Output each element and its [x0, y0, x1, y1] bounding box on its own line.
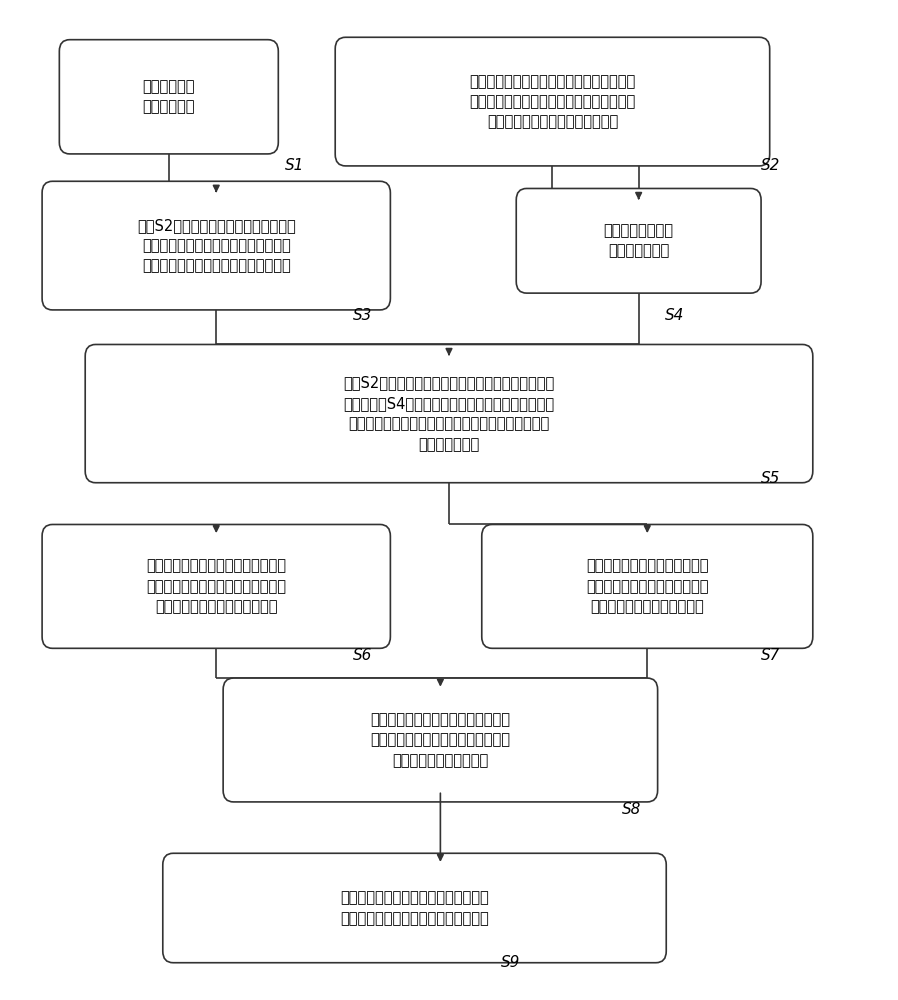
- Text: 计算装置计算焖井期间顶底层总散失热量，
根据所述焖井期间顶底层总散失热量计算顶
底层散失热量造成的温度下降速率: 计算装置计算焖井期间顶底层总散失热量， 根据所述焖井期间顶底层总散失热量计算顶 …: [470, 74, 636, 129]
- Text: 根据油井中地层压力影响，计算
不同焖井时间下，油井的泄油半
径与原油流动时间的第三关系: 根据油井中地层压力影响，计算 不同焖井时间下，油井的泄油半 径与原油流动时间的第…: [586, 558, 709, 614]
- Text: S7: S7: [762, 648, 780, 663]
- Text: S1: S1: [286, 158, 304, 173]
- FancyBboxPatch shape: [481, 524, 813, 648]
- FancyBboxPatch shape: [42, 181, 391, 310]
- FancyBboxPatch shape: [223, 678, 657, 802]
- Text: 计算产液带出热量
产生的温度影响: 计算产液带出热量 产生的温度影响: [603, 223, 674, 258]
- FancyBboxPatch shape: [85, 344, 813, 483]
- Text: S5: S5: [762, 471, 780, 486]
- Text: S4: S4: [665, 308, 684, 323]
- Text: S8: S8: [621, 802, 641, 817]
- Text: 注汽结束时油
层的温场分布: 注汽结束时油 层的温场分布: [143, 79, 195, 114]
- Text: S9: S9: [501, 955, 520, 970]
- Text: 根据S2中顶底层散失热量造成的温度下
降速率和第一温场分布计算不同焖井时
间下，焖井结束时的实际第二温场分布: 根据S2中顶底层散失热量造成的温度下 降速率和第一温场分布计算不同焖井时 间下，…: [136, 218, 295, 273]
- Text: 根据第四关系，以最大泄油半径和最大
生产时间为原则，确定最佳焖井时间。: 根据第四关系，以最大泄油半径和最大 生产时间为原则，确定最佳焖井时间。: [340, 890, 489, 926]
- FancyBboxPatch shape: [42, 524, 391, 648]
- Text: 获取原油的流变拐点温度，根据第一
关系得到不同焖井时间下，有效加热
半径与开井生产时间的第二关系: 获取原油的流变拐点温度，根据第一 关系得到不同焖井时间下，有效加热 半径与开井生…: [146, 558, 286, 614]
- FancyBboxPatch shape: [59, 40, 278, 154]
- FancyBboxPatch shape: [335, 37, 770, 166]
- Text: S3: S3: [352, 308, 372, 323]
- Text: S2: S2: [762, 158, 780, 173]
- Text: S6: S6: [352, 648, 372, 663]
- FancyBboxPatch shape: [516, 188, 762, 293]
- FancyBboxPatch shape: [163, 853, 666, 963]
- Text: 根据第二关系和第三关系，计算不同
焖井时间下，油井的最大相对泄油半
径和生产时间的第四关系: 根据第二关系和第三关系，计算不同 焖井时间下，油井的最大相对泄油半 径和生产时间…: [370, 712, 510, 768]
- Text: 根据S2中顶底层散失热量造成的温度下降速率、第二
温场分布和S4中产液带出热量产生的温度影响，计算
不同焖井时间下，开井生产过程中的实际温场与生产
时间的第一关: 根据S2中顶底层散失热量造成的温度下降速率、第二 温场分布和S4中产液带出热量产…: [343, 375, 555, 452]
